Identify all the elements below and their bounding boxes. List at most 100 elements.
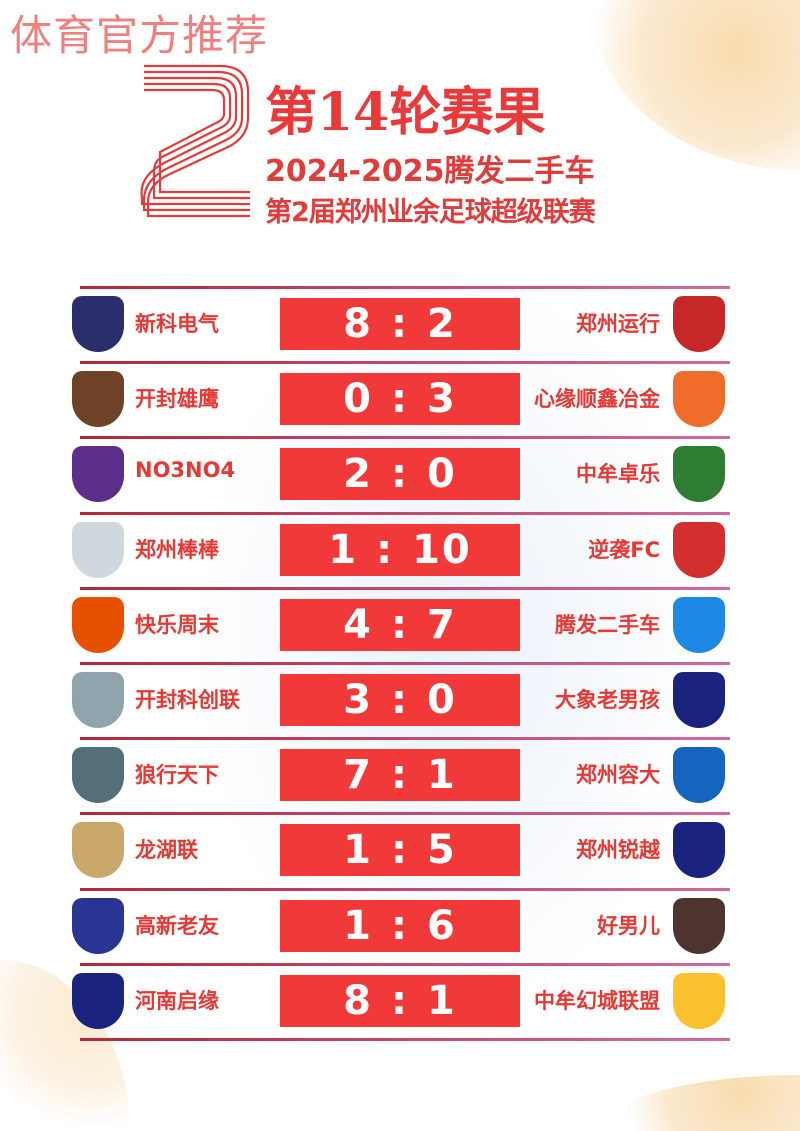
away-goals: 0	[427, 451, 457, 498]
away-team-name: 中牟卓乐	[576, 462, 660, 487]
row-separator	[80, 812, 730, 816]
home-team-name: 快乐周末	[135, 612, 219, 637]
home-goals: 4	[343, 601, 373, 648]
away-team-logo	[673, 371, 725, 428]
home-team-logo	[72, 296, 124, 352]
away-goals: 1	[427, 977, 457, 1024]
away-goals: 2	[427, 301, 457, 347]
row-separator	[80, 586, 730, 590]
score-box: 2 : 0	[280, 448, 520, 501]
row-separator	[80, 737, 730, 741]
score-colon: :	[391, 601, 409, 648]
watermark-text: 体育官方推荐	[10, 11, 269, 60]
away-goals: 0	[427, 677, 457, 723]
score-box: 1 : 5	[280, 824, 520, 877]
home-team-logo	[72, 446, 124, 503]
away-goals: 6	[427, 902, 457, 949]
score-colon: :	[391, 677, 409, 723]
home-team-name: 狼行天下	[135, 763, 219, 788]
score-box: 8 : 1	[280, 974, 520, 1027]
home-team-name: 龙湖联	[135, 838, 198, 863]
score-box: 7 : 1	[280, 749, 520, 802]
away-team-name: 大象老男孩	[555, 688, 660, 712]
row-separator	[80, 1038, 730, 1041]
home-goals: 2	[343, 451, 373, 498]
home-team-logo	[72, 371, 124, 428]
home-team-name: 河南启缘	[135, 988, 219, 1013]
score-box: 8 : 2	[280, 298, 520, 350]
home-team-name: NO3NO4	[135, 458, 236, 483]
away-goals: 10	[412, 526, 472, 573]
away-team-logo	[673, 972, 725, 1029]
row-separator	[80, 662, 730, 665]
match-row: 龙湖联 1 : 5 郑州锐越	[0, 812, 800, 887]
match-row: 高新老友 1 : 6 好男儿	[0, 888, 800, 963]
home-team-name: 开封雄鹰	[135, 387, 219, 412]
away-goals: 5	[427, 827, 457, 874]
home-team-logo	[72, 822, 124, 879]
home-goals: 3	[343, 677, 373, 723]
away-team-logo	[673, 897, 725, 954]
decorative-blob-top	[590, 0, 800, 170]
away-team-name: 心缘顺鑫冶金	[534, 387, 660, 412]
away-team-name: 腾发二手车	[555, 612, 660, 637]
row-separator	[80, 511, 730, 515]
subtitle-league: 第2届郑州业余足球超级联赛	[265, 197, 596, 228]
subtitle-season: 2024-2025腾发二手车	[265, 154, 595, 189]
home-goals: 1	[328, 526, 359, 573]
home-team-logo	[72, 747, 124, 804]
score-colon: :	[391, 827, 409, 874]
score-colon: :	[391, 977, 409, 1024]
row-separator	[80, 962, 730, 966]
match-row: 狼行天下 7 : 1 郑州容大	[0, 737, 800, 812]
away-team-name: 好男儿	[597, 913, 660, 938]
match-row: 新科电气 8 : 2 郑州运行	[0, 286, 800, 361]
match-row: 开封科创联 3 : 0 大象老男孩	[0, 662, 800, 737]
row-separator	[80, 436, 730, 440]
away-goals: 1	[427, 752, 457, 799]
score-colon: :	[391, 376, 409, 423]
home-goals: 0	[343, 376, 373, 423]
home-goals: 1	[343, 902, 373, 949]
home-team-logo	[72, 897, 124, 954]
row-separator	[80, 361, 730, 365]
away-team-name: 郑州运行	[576, 312, 660, 336]
score-colon: :	[391, 451, 409, 498]
score-box: 1 : 10	[280, 523, 520, 576]
page-title: 第14轮赛果	[265, 82, 546, 143]
away-team-name: 郑州容大	[576, 763, 660, 788]
home-team-logo	[72, 672, 124, 728]
row-separator	[80, 286, 730, 289]
match-row: NO3NO4 2 : 0 中牟卓乐	[0, 436, 800, 511]
score-colon: :	[376, 526, 395, 573]
away-team-logo	[673, 596, 725, 653]
away-goals: 7	[427, 601, 457, 648]
big-numeral-2	[140, 64, 250, 218]
away-team-logo	[673, 296, 725, 352]
match-row: 开封雄鹰 0 : 3 心缘顺鑫冶金	[0, 361, 800, 436]
score-box: 3 : 0	[280, 674, 520, 726]
away-team-logo	[673, 672, 725, 728]
home-goals: 8	[343, 301, 373, 347]
home-team-name: 高新老友	[135, 913, 219, 938]
home-team-logo	[72, 596, 124, 653]
score-colon: :	[391, 752, 409, 799]
match-row: 郑州棒棒 1 : 10 逆袭FC	[0, 512, 800, 587]
match-row: 快乐周末 4 : 7 腾发二手车	[0, 587, 800, 662]
home-team-name: 开封科创联	[135, 688, 240, 712]
away-team-name: 郑州锐越	[576, 838, 660, 863]
home-goals: 8	[343, 977, 373, 1024]
away-team-logo	[673, 521, 725, 578]
score-box: 0 : 3	[280, 373, 520, 426]
home-goals: 7	[343, 752, 373, 799]
home-team-logo	[72, 521, 124, 578]
score-colon: :	[391, 301, 409, 347]
decorative-blob-bottom	[600, 1075, 800, 1131]
home-team-logo	[72, 972, 124, 1029]
score-colon: :	[391, 902, 409, 949]
home-goals: 1	[343, 827, 373, 874]
home-team-name: 新科电气	[135, 312, 219, 336]
home-team-name: 郑州棒棒	[135, 537, 219, 562]
away-team-logo	[673, 822, 725, 879]
away-team-logo	[673, 446, 725, 503]
